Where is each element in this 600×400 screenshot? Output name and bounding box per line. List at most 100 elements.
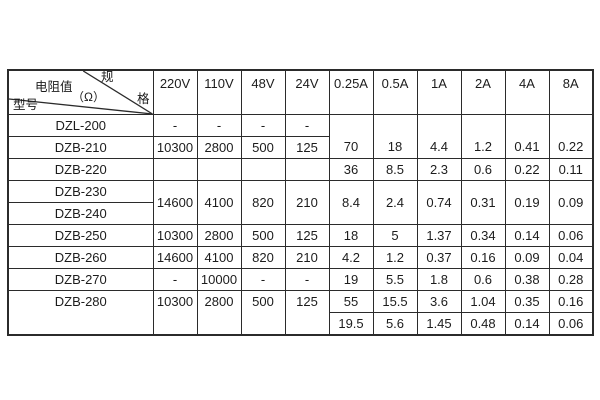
value-cell-merged: 210 xyxy=(284,180,330,225)
table-row-dzb-210: DZB-210 10300 2800 500 125 xyxy=(7,136,593,159)
value-cell-merged: 0.41 xyxy=(504,114,550,159)
value-cell: - xyxy=(284,114,330,137)
value-cell: 0.06 xyxy=(548,312,594,335)
value-cell-merged: 1.2 xyxy=(460,114,506,159)
diagonal-divider-lines xyxy=(9,71,152,114)
value-cell: 0.11 xyxy=(548,158,594,181)
value-cell: 0.35 xyxy=(504,290,550,313)
value-cell-merged: 2800 xyxy=(196,290,242,335)
value-cell: 0.14 xyxy=(504,224,550,247)
value-cell: 19.5 xyxy=(328,312,374,335)
table-row-dzb-220: DZB-220 36 8.5 2.3 0.6 0.22 0.11 xyxy=(7,158,594,181)
value-cell: 10000 xyxy=(196,268,242,291)
value-cell-merged: 0.74 xyxy=(416,180,462,225)
value-cell-merged: 4.4 xyxy=(416,114,462,159)
value-cell: 8.5 xyxy=(372,158,418,181)
value-cell: 1.45 xyxy=(416,312,462,335)
col-header-24v: 24V xyxy=(284,69,330,115)
value-cell: 4.2 xyxy=(328,246,374,269)
spec-label-top: 规 xyxy=(101,70,114,84)
resistance-label: 电阻值 xyxy=(35,80,73,94)
value-cell: 125 xyxy=(284,224,330,247)
value-cell-merged: 18 xyxy=(372,114,418,159)
value-cell-merged: 2.4 xyxy=(372,180,418,225)
col-header-8a: 8A xyxy=(548,69,594,115)
col-header-220v: 220V xyxy=(152,69,198,115)
value-cell-merged: 14600 xyxy=(152,180,198,225)
diagonal-corner-cell: 电阻值 （Ω） 规 格 型号 xyxy=(7,69,154,115)
table-row-dzb-280-second: 19.5 5.6 1.45 0.48 0.14 0.06 xyxy=(8,312,594,335)
value-cell-merged: 0.09 xyxy=(548,180,594,225)
value-cell: 0.34 xyxy=(460,224,506,247)
value-cell-merged: 8.4 xyxy=(328,180,374,225)
col-header-48v: 48V xyxy=(240,69,286,115)
model-label: 型号 xyxy=(13,98,39,112)
model-cell: DZL-200 xyxy=(7,114,154,137)
table-row-dzl-200: DZL-200 - - - - 70 18 4.4 1.2 0.41 0.22 xyxy=(7,114,594,159)
value-cell-merged: 70 xyxy=(328,114,374,159)
value-cell: - xyxy=(240,114,286,137)
value-cell-empty xyxy=(152,158,198,181)
value-cell: 4100 xyxy=(196,246,242,269)
value-cell: - xyxy=(196,114,242,137)
value-cell-merged: 0.31 xyxy=(460,180,506,225)
model-cell: DZB-270 xyxy=(7,268,154,291)
value-cell: 15.5 xyxy=(372,290,418,313)
value-cell-merged: 125 xyxy=(284,290,330,335)
table-row-dzb-230: DZB-230 14600 4100 820 210 8.4 2.4 0.74 … xyxy=(7,180,594,225)
model-cell: DZB-260 xyxy=(7,246,154,269)
value-cell-merged: 0.19 xyxy=(504,180,550,225)
model-cell-merged: DZB-280 xyxy=(7,290,154,335)
value-cell: 2800 xyxy=(196,136,242,159)
value-cell: 820 xyxy=(240,246,286,269)
value-cell-merged: 820 xyxy=(240,180,286,225)
col-header-2a: 2A xyxy=(460,69,506,115)
value-cell: 5.5 xyxy=(372,268,418,291)
value-cell: 2.3 xyxy=(416,158,462,181)
value-cell: 1.2 xyxy=(372,246,418,269)
value-cell: 18 xyxy=(328,224,374,247)
value-cell-merged: 4100 xyxy=(196,180,242,225)
value-cell: 1.37 xyxy=(416,224,462,247)
spec-label-bottom: 格 xyxy=(137,92,150,106)
value-cell: 0.09 xyxy=(504,246,550,269)
value-cell-empty xyxy=(196,158,242,181)
ohm-unit-label: （Ω） xyxy=(72,90,105,104)
value-cell-empty xyxy=(240,158,286,181)
value-cell: 1.8 xyxy=(416,268,462,291)
model-cell: DZB-230 xyxy=(7,180,154,203)
value-cell: 19 xyxy=(328,268,374,291)
value-cell: 0.04 xyxy=(548,246,594,269)
model-cell: DZB-220 xyxy=(7,158,154,181)
table-row-dzb-270: DZB-270 - 10000 - - 19 5.5 1.8 0.6 0.38 … xyxy=(7,268,594,291)
value-cell-merged: 10300 xyxy=(152,290,198,335)
value-cell: 0.14 xyxy=(504,312,550,335)
model-cell: DZB-210 xyxy=(7,136,154,159)
model-cell: DZB-250 xyxy=(7,224,154,247)
value-cell: 14600 xyxy=(152,246,198,269)
value-cell: 1.04 xyxy=(460,290,506,313)
value-cell: 0.06 xyxy=(548,224,594,247)
col-header-4a: 4A xyxy=(504,69,550,115)
value-cell-empty xyxy=(284,158,330,181)
value-cell: 55 xyxy=(328,290,374,313)
col-header-110v: 110V xyxy=(196,69,242,115)
model-cell: DZB-240 xyxy=(7,202,154,225)
value-cell: 10300 xyxy=(152,136,198,159)
value-cell: - xyxy=(152,114,198,137)
header-row: 电阻值 （Ω） 规 格 型号 220V 110V 48V 24V 0.25A 0… xyxy=(7,69,594,115)
value-cell: 36 xyxy=(328,158,374,181)
value-cell: 210 xyxy=(284,246,330,269)
table-row-dzb-260: DZB-260 14600 4100 820 210 4.2 1.2 0.37 … xyxy=(7,246,594,269)
value-cell: - xyxy=(152,268,198,291)
value-cell: 0.37 xyxy=(416,246,462,269)
value-cell: 0.16 xyxy=(548,290,594,313)
value-cell: 5.6 xyxy=(372,312,418,335)
value-cell: 0.28 xyxy=(548,268,594,291)
value-cell: - xyxy=(240,268,286,291)
value-cell: 2800 xyxy=(196,224,242,247)
value-cell: 0.48 xyxy=(460,312,506,335)
value-cell: 10300 xyxy=(152,224,198,247)
value-cell: 0.6 xyxy=(460,268,506,291)
